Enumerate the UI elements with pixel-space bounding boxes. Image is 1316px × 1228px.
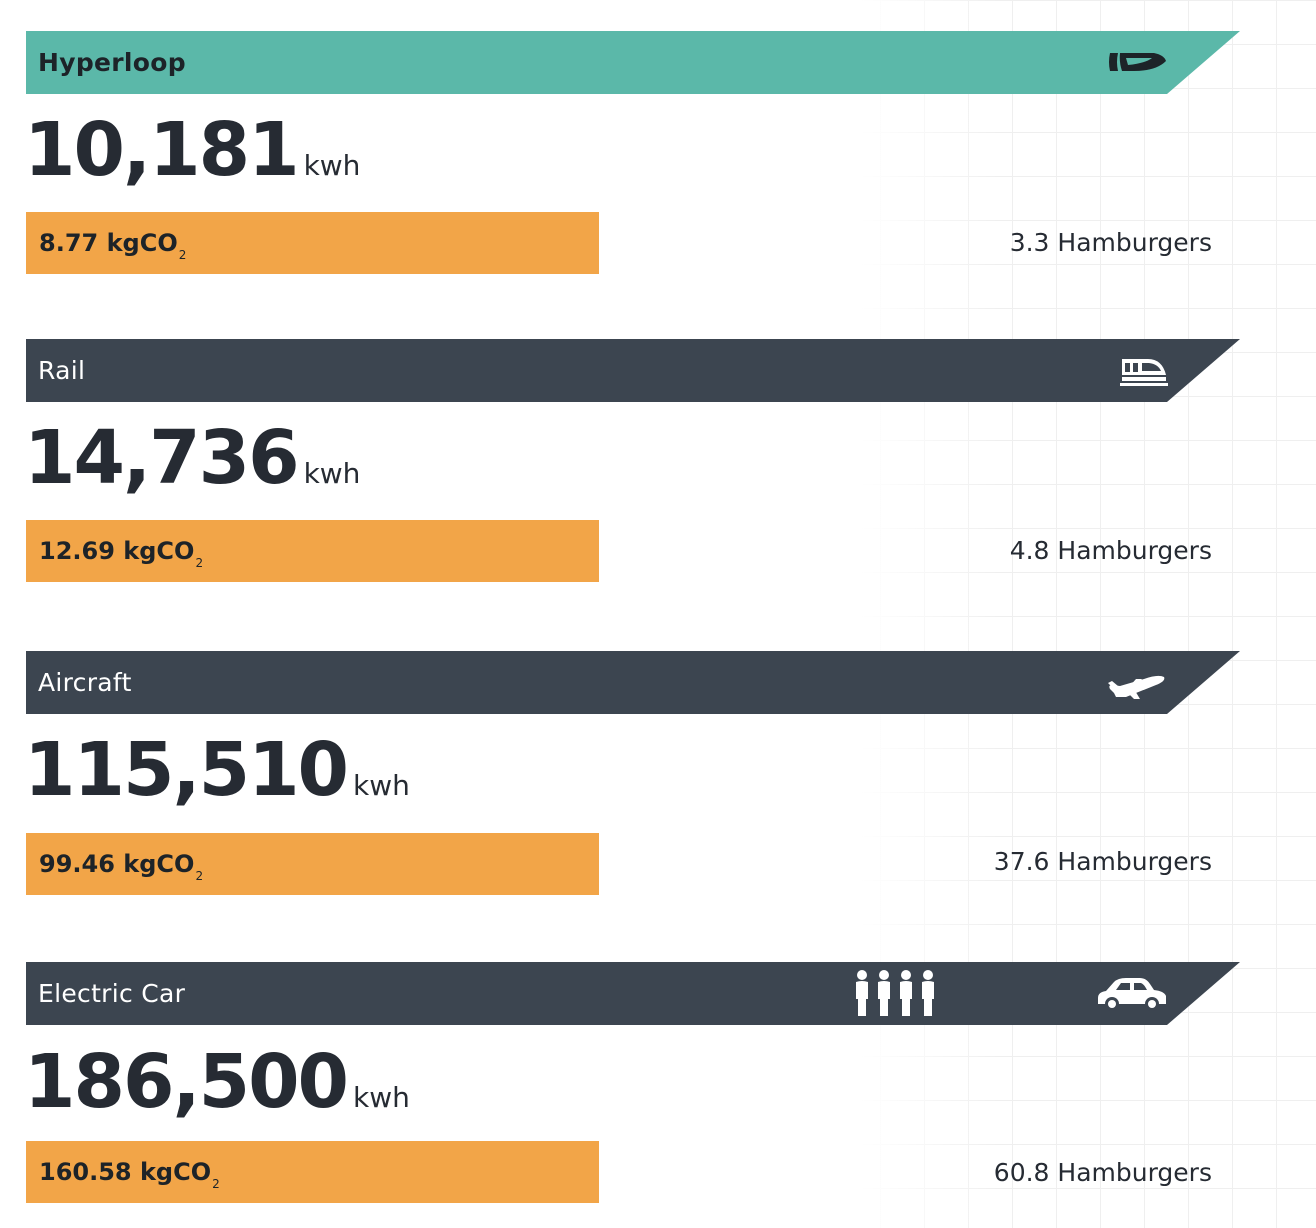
energy-value: 115,510 — [24, 727, 349, 813]
co2-label: 99.46 kgCO2 — [39, 833, 203, 895]
airplane-icon — [1104, 659, 1168, 705]
train-icon — [1118, 347, 1168, 393]
mode-banner-hyperloop: Hyperloop — [26, 31, 1240, 94]
co2-subscript: 2 — [212, 1177, 220, 1191]
mode-banner-rail: Rail — [26, 339, 1240, 402]
hamburgers-equivalent: 3.3 Hamburgers — [1009, 228, 1212, 257]
energy-unit: kwh — [303, 149, 361, 182]
co2-value: 99.46 kgCO — [39, 850, 195, 878]
mode-label: Electric Car — [38, 979, 186, 1008]
hamburgers-equivalent: 4.8 Hamburgers — [1009, 536, 1212, 565]
co2-subscript: 2 — [195, 556, 204, 570]
mode-section-aircraft: Aircraft 115,510 kwh 99.46 kgCO2 37.6 Ham… — [24, 651, 1240, 895]
hamburgers-equivalent: 60.8 Hamburgers — [993, 1158, 1212, 1187]
car-icon — [1094, 970, 1168, 1016]
energy-readout: 115,510 kwh — [24, 727, 410, 813]
energy-readout: 14,736 kwh — [24, 415, 361, 501]
co2-value: 8.77 kgCO — [39, 229, 178, 257]
energy-value: 14,736 — [24, 415, 300, 501]
co2-bar: 12.69 kgCO2 — [26, 520, 599, 582]
co2-label: 8.77 kgCO2 — [39, 212, 186, 274]
energy-readout: 186,500 kwh — [24, 1039, 410, 1125]
co2-subscript: 2 — [178, 248, 187, 262]
hyperloop-pod-icon — [1104, 39, 1168, 85]
energy-unit: kwh — [303, 457, 361, 490]
co2-subscript: 2 — [195, 869, 204, 883]
co2-bar: 8.77 kgCO2 — [26, 212, 599, 274]
energy-unit: kwh — [353, 769, 410, 802]
mode-section-electric-car: Electric Car 186,500 kwh 1 — [24, 962, 1240, 1203]
mode-section-rail: Rail 14,736 kwh 12.69 kgCO2 4.8 Hamburger… — [24, 339, 1240, 582]
mode-label: Aircraft — [38, 668, 132, 697]
energy-value: 10,181 — [24, 107, 300, 193]
energy-value: 186,500 — [24, 1039, 349, 1125]
co2-label: 160.58 kgCO2 — [39, 1141, 220, 1203]
hamburgers-equivalent: 37.6 Hamburgers — [993, 847, 1212, 876]
co2-bar: 99.46 kgCO2 — [26, 833, 599, 895]
mode-banner-aircraft: Aircraft — [26, 651, 1240, 714]
co2-value: 12.69 kgCO — [39, 537, 195, 565]
people-icon — [852, 969, 940, 1019]
co2-value: 160.58 kgCO — [39, 1158, 212, 1186]
mode-banner-electric-car: Electric Car — [26, 962, 1240, 1025]
energy-readout: 10,181 kwh — [24, 107, 361, 193]
mode-label: Hyperloop — [38, 48, 186, 77]
co2-label: 12.69 kgCO2 — [39, 520, 203, 582]
co2-bar: 160.58 kgCO2 — [26, 1141, 599, 1203]
mode-section-hyperloop: Hyperloop 10,181 kwh 8.77 kgCO2 3.3 Hambu… — [24, 31, 1240, 274]
mode-label: Rail — [38, 356, 86, 385]
energy-unit: kwh — [353, 1081, 410, 1114]
